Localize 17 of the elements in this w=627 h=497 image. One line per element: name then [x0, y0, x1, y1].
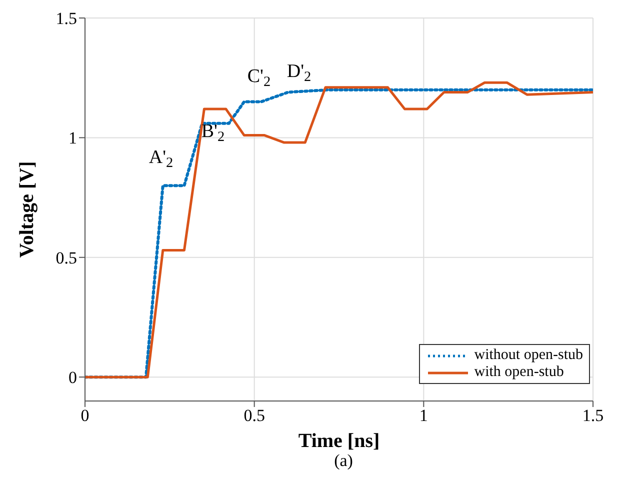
annotation: B'$_{2}$: [201, 121, 225, 146]
annotation: A'$_{2}$: [148, 147, 174, 172]
legend-label: with open-stub: [474, 364, 564, 381]
annotation: C'$_{2}$: [247, 66, 271, 90]
x-tick-label: 0: [80, 406, 90, 426]
legend-label: without open-stub: [474, 347, 583, 364]
x-tick-label: 1.5: [582, 406, 604, 426]
x-tick-label: 1: [419, 406, 428, 426]
y-tick-label: 1: [68, 128, 77, 148]
x-tick-label: 0.5: [244, 406, 265, 426]
y-tick-label: 1.5: [56, 9, 77, 28]
y-axis-title: Voltage [V]: [16, 161, 38, 258]
y-tick-label: 0: [68, 368, 77, 388]
annotation: D'$_{2}$: [286, 61, 312, 86]
y-tick-label: 0.5: [56, 248, 77, 268]
text: (a): [333, 451, 354, 471]
x-axis-title: Time [ns]: [298, 430, 380, 452]
